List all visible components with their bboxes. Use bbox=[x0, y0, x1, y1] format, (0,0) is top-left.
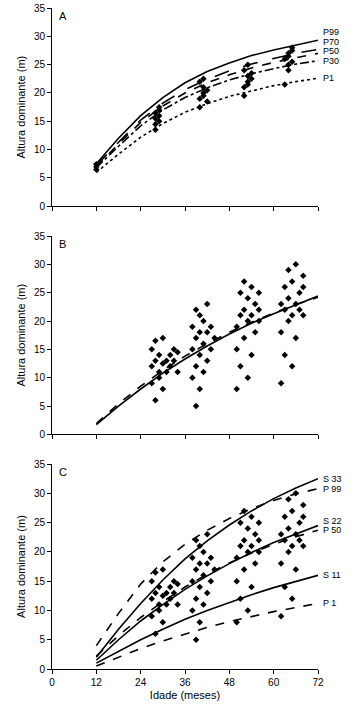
svg-text:72: 72 bbox=[312, 677, 324, 688]
svg-text:36: 36 bbox=[179, 677, 191, 688]
svg-text:25: 25 bbox=[34, 59, 46, 70]
svg-text:A: A bbox=[59, 10, 67, 22]
svg-text:25: 25 bbox=[34, 517, 46, 528]
svg-text:20: 20 bbox=[34, 316, 46, 327]
svg-text:P1: P1 bbox=[323, 73, 334, 83]
svg-text:0: 0 bbox=[39, 429, 45, 440]
svg-text:5: 5 bbox=[39, 172, 45, 183]
svg-text:35: 35 bbox=[34, 3, 46, 14]
svg-text:0: 0 bbox=[49, 677, 55, 688]
svg-text:0: 0 bbox=[39, 664, 45, 675]
svg-text:C: C bbox=[59, 466, 67, 478]
svg-text:10: 10 bbox=[34, 372, 46, 383]
svg-text:30: 30 bbox=[34, 31, 46, 42]
svg-text:15: 15 bbox=[34, 116, 46, 127]
svg-text:30: 30 bbox=[34, 488, 46, 499]
svg-text:24: 24 bbox=[135, 677, 147, 688]
svg-text:20: 20 bbox=[34, 87, 46, 98]
svg-text:35: 35 bbox=[34, 231, 46, 242]
svg-text:60: 60 bbox=[268, 677, 280, 688]
svg-text:20: 20 bbox=[34, 546, 46, 557]
svg-text:48: 48 bbox=[224, 677, 236, 688]
svg-text:15: 15 bbox=[34, 576, 46, 587]
svg-text:Altura dominante (m): Altura dominante (m) bbox=[15, 56, 27, 159]
svg-text:P99: P99 bbox=[323, 27, 339, 37]
svg-text:S 11: S 11 bbox=[323, 570, 341, 580]
svg-text:S 22: S 22 bbox=[323, 516, 342, 526]
svg-text:15: 15 bbox=[34, 344, 46, 355]
svg-text:10: 10 bbox=[34, 144, 46, 155]
svg-text:P50: P50 bbox=[323, 46, 339, 56]
svg-text:B: B bbox=[59, 238, 66, 250]
svg-text:P30: P30 bbox=[323, 56, 339, 66]
svg-text:P 99: P 99 bbox=[323, 484, 341, 494]
svg-text:25: 25 bbox=[34, 287, 46, 298]
svg-text:0: 0 bbox=[39, 201, 45, 212]
svg-text:Altura dominante (m): Altura dominante (m) bbox=[15, 515, 27, 618]
svg-text:P 50: P 50 bbox=[323, 525, 341, 535]
svg-text:5: 5 bbox=[39, 634, 45, 645]
svg-text:P 1: P 1 bbox=[323, 598, 336, 608]
svg-text:S 33: S 33 bbox=[323, 474, 342, 484]
svg-text:35: 35 bbox=[34, 459, 46, 470]
svg-text:P70: P70 bbox=[323, 37, 339, 47]
svg-text:12: 12 bbox=[91, 677, 103, 688]
svg-text:5: 5 bbox=[39, 401, 45, 412]
svg-text:30: 30 bbox=[34, 259, 46, 270]
svg-text:Altura dominante (m): Altura dominante (m) bbox=[15, 284, 27, 387]
svg-text:10: 10 bbox=[34, 605, 46, 616]
svg-text:Idade (meses): Idade (meses) bbox=[150, 689, 220, 701]
